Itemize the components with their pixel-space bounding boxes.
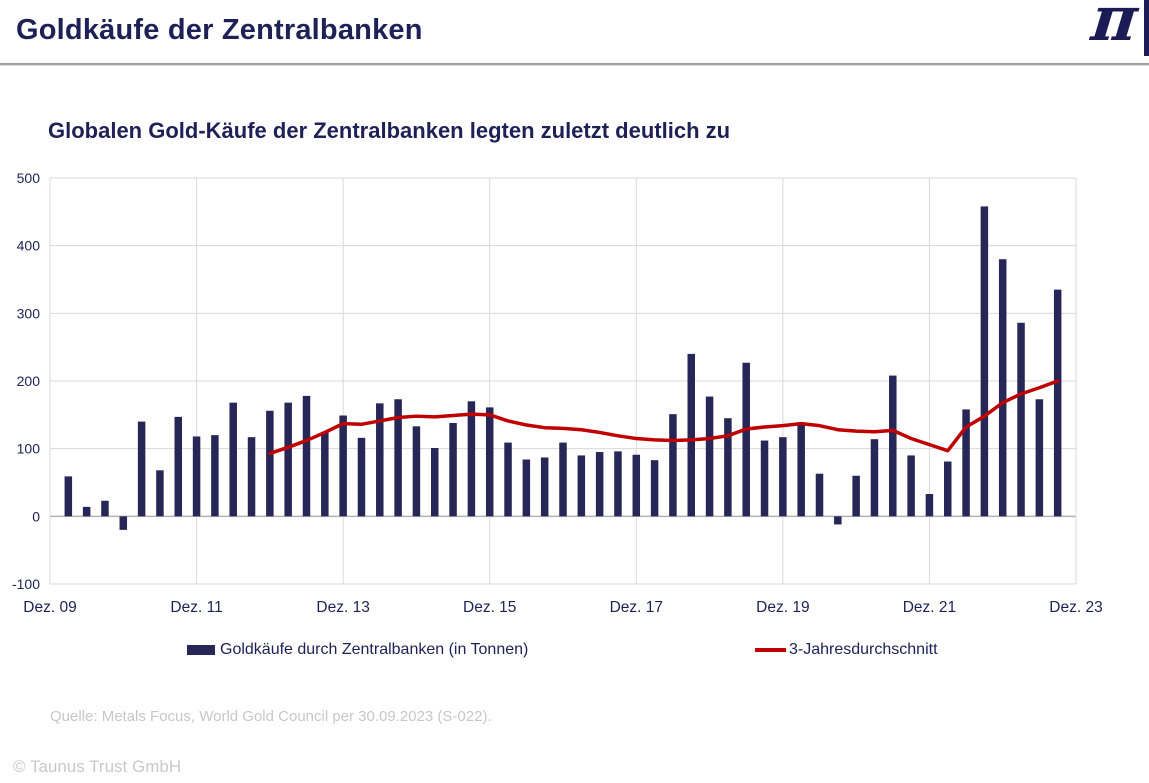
bar-2015-Q1 <box>431 447 439 517</box>
legend-line-label: 3-Jahresdurchschnitt <box>789 641 938 658</box>
y-tick-label: 0 <box>32 508 40 524</box>
bar-2011-Q1 <box>137 421 146 517</box>
x-tick-label: Dez. 17 <box>610 599 663 616</box>
bar-2010-Q4 <box>119 516 128 530</box>
bar-2020-Q2 <box>815 473 824 517</box>
bar-2010-Q2 <box>82 506 91 517</box>
source-note: Quelle: Metals Focus, World Gold Council… <box>50 708 492 725</box>
bar-2012-Q3 <box>247 437 256 517</box>
copyright-note: © Taunus Trust GmbH <box>13 757 182 776</box>
bar-2017-Q4 <box>632 454 641 517</box>
bar-2019-Q2 <box>742 362 750 517</box>
bar-2016-Q3 <box>540 457 549 517</box>
bar-2021-Q2 <box>889 375 897 517</box>
bar-2020-Q4 <box>852 475 860 517</box>
bar-2014-Q3 <box>394 399 402 517</box>
x-tick-label: Dez. 15 <box>463 599 516 616</box>
bar-2014-Q1 <box>357 437 366 517</box>
page-title: Goldkäufe der Zentralbanken <box>16 14 423 46</box>
chart-title: Globalen Gold-Käufe der Zentralbanken le… <box>48 118 731 143</box>
bar-2011-Q3 <box>174 416 182 517</box>
bar-2018-Q3 <box>687 353 695 517</box>
y-tick-label: 100 <box>17 441 41 457</box>
bar-2020-Q1 <box>797 422 805 517</box>
bar-2019-Q4 <box>779 437 787 517</box>
legend-bar-swatch <box>187 645 215 655</box>
x-tick-label: Dez. 09 <box>23 599 76 616</box>
legend-item-bars: Goldkäufe durch Zentralbanken (in Tonnen… <box>187 640 528 660</box>
bar-2021-Q4 <box>925 494 934 517</box>
bar-2023-Q2 <box>1035 399 1044 517</box>
x-tick-label: Dez. 21 <box>903 599 956 616</box>
bar-2010-Q3 <box>101 500 109 517</box>
bar-2023-Q1 <box>1017 322 1025 517</box>
bar-2012-Q4 <box>266 410 274 517</box>
bar-2023-Q3 <box>1053 289 1062 517</box>
y-tick-label: 300 <box>17 305 41 321</box>
bar-2018-Q2 <box>669 414 677 517</box>
bar-2011-Q2 <box>156 470 164 517</box>
legend-item-line: 3-Jahresdurchschnitt <box>755 640 938 660</box>
bar-2022-Q2 <box>962 409 970 517</box>
bar-2013-Q1 <box>284 402 292 517</box>
bar-2019-Q3 <box>760 440 769 517</box>
bar-2013-Q2 <box>302 395 311 517</box>
bar-2013-Q3 <box>321 431 329 517</box>
y-tick-label: 500 <box>17 170 41 186</box>
bar-2017-Q1 <box>577 455 586 517</box>
bar-2018-Q4 <box>705 396 714 517</box>
bar-2011-Q4 <box>192 436 201 517</box>
bar-2022-Q1 <box>944 461 952 517</box>
x-tick-label: Dez. 11 <box>170 599 222 616</box>
y-tick-label: -100 <box>12 576 40 592</box>
bar-2022-Q3 <box>980 206 989 517</box>
x-tick-label: Dez. 13 <box>316 599 369 616</box>
bar-2018-Q1 <box>650 460 659 517</box>
taunus-trust-pi-logo: π <box>1087 0 1141 55</box>
bar-2014-Q2 <box>376 403 384 517</box>
x-tick-label: Dez. 19 <box>756 599 809 616</box>
bar-2019-Q1 <box>724 418 732 517</box>
header: Goldkäufe der Zentralbanken π <box>0 0 1149 65</box>
bar-2013-Q4 <box>339 415 347 517</box>
edge-artifact <box>1144 0 1149 56</box>
trend-line <box>268 379 1060 456</box>
bar-2017-Q2 <box>595 452 604 517</box>
legend-bar-label: Goldkäufe durch Zentralbanken (in Tonnen… <box>220 641 529 658</box>
bar-2016-Q1 <box>504 442 512 517</box>
bar-2017-Q3 <box>614 451 622 517</box>
bar-2016-Q4 <box>559 442 567 517</box>
y-tick-label: 400 <box>17 238 41 254</box>
bar-2015-Q3 <box>467 401 476 517</box>
bar-2022-Q4 <box>998 259 1007 517</box>
bar-2015-Q4 <box>485 407 494 517</box>
bar-2012-Q1 <box>211 435 219 517</box>
bar-2020-Q3 <box>834 516 842 525</box>
x-tick-label: Dez. 23 <box>1049 599 1102 616</box>
bar-2010-Q1 <box>64 476 73 517</box>
bar-2021-Q1 <box>870 439 879 517</box>
y-tick-label: 200 <box>17 373 41 389</box>
bar-2021-Q3 <box>907 455 915 517</box>
bar-2012-Q2 <box>229 402 237 517</box>
bar-2016-Q2 <box>522 459 531 517</box>
legend-line-swatch <box>755 648 786 652</box>
bar-2014-Q4 <box>412 426 421 517</box>
bar-2015-Q2 <box>449 422 457 517</box>
